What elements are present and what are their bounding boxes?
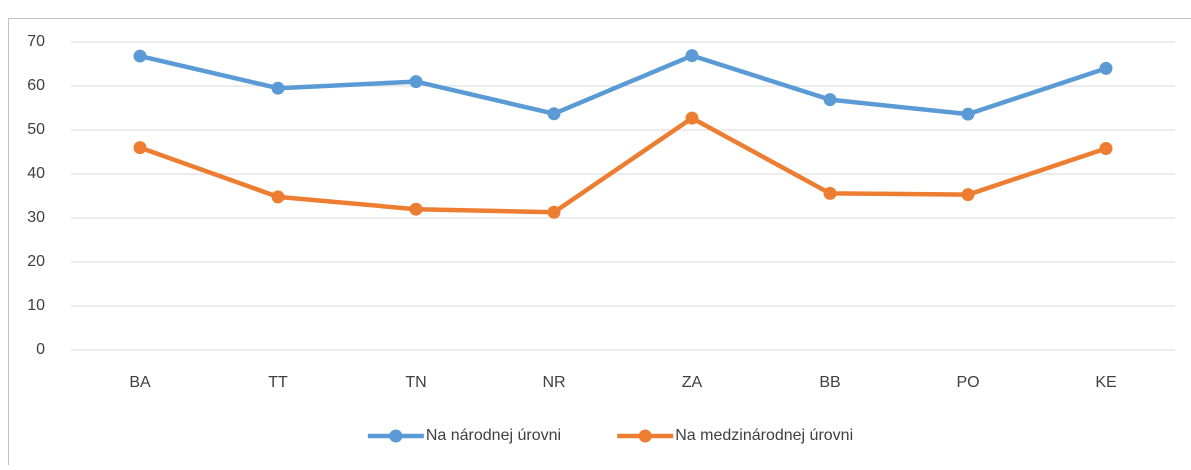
- y-tick-label: 30: [27, 209, 45, 226]
- x-tick-label: KE: [1095, 374, 1116, 391]
- data-point: [271, 81, 285, 95]
- x-tick-label: BB: [819, 374, 840, 391]
- data-point: [823, 186, 837, 200]
- y-tick-label: 40: [27, 165, 45, 182]
- data-point: [961, 188, 975, 202]
- y-tick-label: 70: [27, 33, 45, 50]
- data-point: [271, 190, 285, 204]
- data-point: [685, 111, 699, 125]
- y-tick-label: 50: [27, 121, 45, 138]
- data-point: [409, 75, 423, 89]
- data-point: [961, 107, 975, 121]
- x-tick-label: TT: [268, 374, 288, 391]
- x-tick-label: TN: [405, 374, 426, 391]
- data-point: [547, 205, 561, 219]
- series-line: [139, 115, 1107, 215]
- data-point: [133, 49, 147, 63]
- data-point: [547, 107, 561, 121]
- x-tick-label: NR: [542, 374, 565, 391]
- y-tick-label: 60: [27, 77, 45, 94]
- series-line: [139, 53, 1107, 117]
- legend-marker: [389, 429, 403, 443]
- legend-label: Na medzinárodnej úrovni: [675, 427, 853, 444]
- legend-label: Na národnej úrovni: [426, 427, 561, 444]
- legend-marker: [638, 429, 652, 443]
- x-tick-label: ZA: [682, 374, 703, 391]
- data-point: [133, 141, 147, 155]
- x-tick-label: BA: [129, 374, 151, 391]
- data-point: [823, 93, 837, 107]
- data-point: [1099, 61, 1113, 75]
- y-tick-label: 20: [27, 253, 45, 270]
- y-tick-label: 10: [27, 297, 45, 314]
- x-tick-label: PO: [956, 374, 979, 391]
- data-point: [1099, 141, 1113, 155]
- data-point: [685, 49, 699, 63]
- data-point: [409, 202, 423, 216]
- y-tick-label: 0: [36, 341, 45, 358]
